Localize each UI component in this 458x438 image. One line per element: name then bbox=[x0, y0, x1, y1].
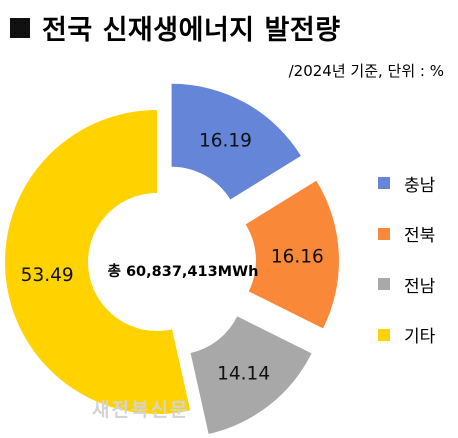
donut-slice-1 bbox=[171, 83, 301, 200]
slice-value-label-1: 16.19 bbox=[199, 130, 252, 151]
legend-item-4: 기타 bbox=[378, 322, 435, 348]
slice-labels: 16.19 16.16 14.14 53.49 bbox=[21, 130, 324, 384]
square-bullet-icon bbox=[10, 18, 30, 38]
chart-title: 전국 신재생에너지 발전량 bbox=[10, 8, 341, 47]
slice-value-label-4: 53.49 bbox=[21, 265, 74, 286]
legend-swatch-4 bbox=[378, 328, 390, 341]
slice-value-label-3: 14.14 bbox=[217, 364, 270, 385]
donut-slice-4 bbox=[5, 109, 191, 414]
center-total-label: 총 60,837,413MWh bbox=[108, 263, 259, 280]
donut-slices bbox=[5, 83, 339, 434]
chart-title-text: 전국 신재생에너지 발전량 bbox=[42, 15, 341, 46]
legend-swatch-3 bbox=[378, 278, 390, 290]
legend-item-1: 충남 bbox=[378, 170, 435, 196]
legend-label-1: 충남 bbox=[404, 175, 436, 196]
legend-item-2: 전북 bbox=[378, 221, 435, 247]
watermark: 새전북신문 bbox=[92, 399, 190, 421]
legend-item-3: 전남 bbox=[378, 271, 435, 297]
legend-label-3: 전남 bbox=[404, 276, 436, 297]
donut-slice-2 bbox=[245, 180, 339, 329]
chart-subtitle: /2024년 기준, 단위 : % bbox=[288, 62, 444, 80]
legend-label-4: 기타 bbox=[404, 327, 436, 347]
legend-label-2: 전북 bbox=[404, 226, 436, 246]
legend-swatch-2 bbox=[378, 227, 390, 240]
donut-slice-3 bbox=[190, 316, 312, 434]
slice-value-label-2: 16.16 bbox=[271, 247, 324, 268]
legend-swatch-1 bbox=[378, 177, 390, 189]
